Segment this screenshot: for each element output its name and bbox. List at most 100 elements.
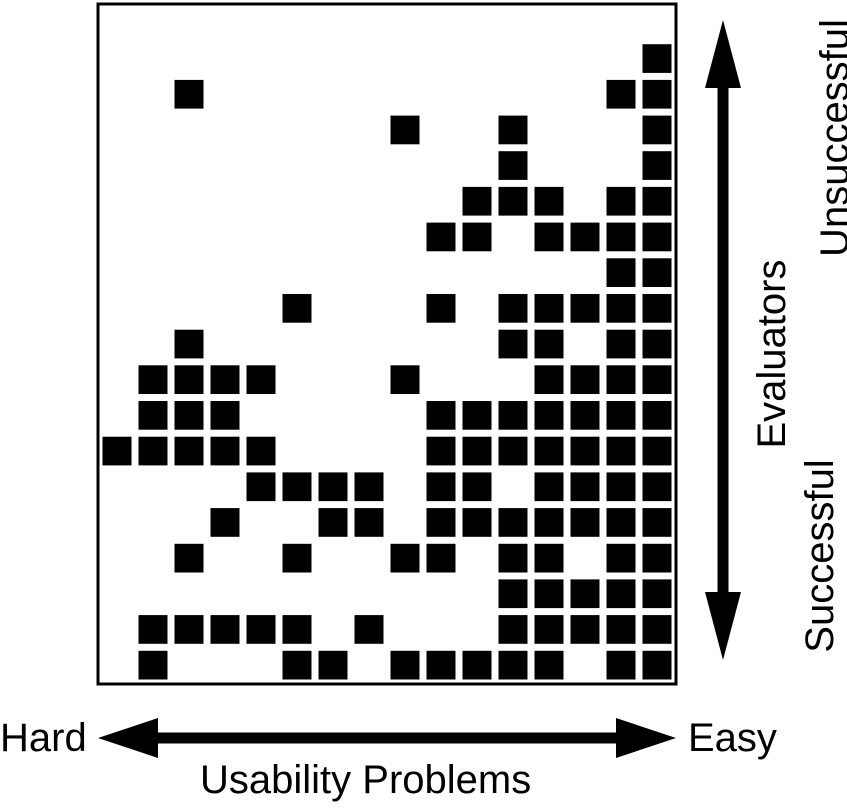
matrix-cell — [498, 294, 528, 323]
matrix-cell — [534, 186, 564, 216]
matrix-cell — [210, 508, 240, 537]
matrix-cell — [498, 508, 528, 537]
matrix-cell — [354, 615, 384, 644]
matrix-cell — [642, 222, 672, 252]
matrix-cell — [210, 401, 240, 430]
matrix-cell — [462, 650, 492, 680]
matrix-cell — [246, 436, 276, 466]
matrix-cell — [570, 615, 600, 644]
matrix-cell — [570, 365, 600, 394]
matrix-cell — [606, 579, 636, 609]
matrix-cell — [534, 401, 564, 430]
matrix-cell — [642, 436, 672, 466]
matrix-cell — [642, 44, 672, 73]
matrix-cell — [642, 294, 672, 323]
matrix-cell — [570, 436, 600, 466]
matrix-cell — [138, 436, 168, 466]
matrix-cell — [318, 508, 348, 537]
matrix-cell — [426, 508, 456, 537]
matrix-cell — [498, 543, 528, 573]
matrix-cell — [642, 543, 672, 573]
matrix-frame — [96, 2, 678, 686]
matrix-cell — [462, 508, 492, 537]
matrix-cell — [282, 294, 312, 323]
matrix-cell — [426, 650, 456, 680]
matrix-cell — [246, 615, 276, 644]
matrix-cell — [534, 222, 564, 252]
matrix-cell — [642, 615, 672, 644]
matrix-cell — [174, 329, 204, 359]
matrix-cell — [354, 508, 384, 537]
matrix-cell — [498, 329, 528, 359]
matrix-cell — [138, 615, 168, 644]
matrix-cell — [282, 472, 312, 502]
matrix-cell — [534, 543, 564, 573]
matrix-cell — [642, 115, 672, 145]
matrix-cell — [570, 294, 600, 323]
matrix-cell — [174, 615, 204, 644]
matrix-cell — [606, 294, 636, 323]
x-axis-title: Usability Problems — [200, 758, 532, 802]
matrix-cell — [642, 258, 672, 287]
matrix-cell — [426, 222, 456, 252]
matrix-cell — [606, 186, 636, 216]
matrix-cell — [138, 401, 168, 430]
matrix-cell — [174, 365, 204, 394]
matrix-cell — [390, 115, 420, 145]
success-arrow-icon — [705, 20, 741, 660]
matrix-cell — [570, 508, 600, 537]
matrix-cell — [606, 615, 636, 644]
matrix-cell — [534, 508, 564, 537]
matrix-cell — [606, 472, 636, 502]
matrix-cell — [462, 436, 492, 466]
matrix-cell — [606, 508, 636, 537]
matrix-cell — [606, 543, 636, 573]
matrix-cell — [498, 615, 528, 644]
y-axis-successful-label: Successful — [798, 459, 842, 653]
matrix-cell — [318, 650, 348, 680]
matrix-cell — [354, 472, 384, 502]
matrix-cells — [102, 44, 672, 680]
matrix-cell — [534, 329, 564, 359]
matrix-cell — [642, 186, 672, 216]
matrix-cell — [606, 650, 636, 680]
matrix-cell — [138, 650, 168, 680]
matrix-cell — [534, 650, 564, 680]
matrix-cell — [426, 543, 456, 573]
matrix-cell — [102, 436, 132, 466]
matrix-cell — [534, 294, 564, 323]
y-axis-unsuccessful-label: Unsuccessful — [813, 19, 847, 257]
matrix-cell — [642, 79, 672, 109]
matrix-cell — [498, 401, 528, 430]
matrix-cell — [498, 151, 528, 180]
matrix-cell — [426, 436, 456, 466]
matrix-cell — [282, 543, 312, 573]
matrix-cell — [606, 365, 636, 394]
matrix-cell — [570, 401, 600, 430]
matrix-cell — [462, 186, 492, 216]
matrix-cell — [606, 258, 636, 287]
matrix-cell — [642, 579, 672, 609]
y-axis-title: Evaluators — [750, 259, 794, 449]
matrix-cell — [282, 650, 312, 680]
matrix-cell — [570, 579, 600, 609]
matrix-cell — [426, 472, 456, 502]
matrix-cell — [534, 436, 564, 466]
matrix-cell — [498, 650, 528, 680]
matrix-cell — [210, 615, 240, 644]
matrix-cell — [534, 615, 564, 644]
matrix-cell — [606, 222, 636, 252]
matrix-cell — [282, 615, 312, 644]
matrix-cell — [174, 79, 204, 109]
matrix-cell — [498, 115, 528, 145]
matrix-cell — [246, 365, 276, 394]
matrix-cell — [498, 436, 528, 466]
difficulty-arrow-icon — [98, 718, 676, 758]
matrix-cell — [642, 508, 672, 537]
matrix-cell — [210, 365, 240, 394]
matrix-cell — [642, 365, 672, 394]
matrix-cell — [246, 472, 276, 502]
matrix-cell — [606, 401, 636, 430]
matrix-cell — [606, 79, 636, 109]
